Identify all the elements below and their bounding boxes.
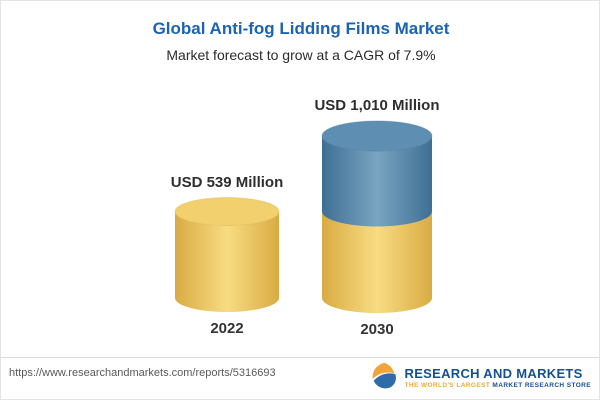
axis-label-2030: 2030: [360, 321, 394, 338]
cylinder-2022: [174, 197, 280, 312]
value-label-2022: USD 539 Million: [170, 173, 284, 191]
chart-title: Global Anti-fog Lidding Films Market: [152, 19, 450, 38]
cylinder-2030: [321, 120, 433, 313]
footer-divider: [1, 357, 599, 358]
chart-subtitle: Market forecast to grow at a CAGR of 7.9…: [166, 47, 436, 63]
value-label-2030: USD 1,010 Million: [314, 97, 440, 114]
logo-tagline-left: THE WORLD'S LARGEST: [404, 382, 491, 390]
logo-text-block: RESEARCH AND MARKETS THE WORLD'S LARGEST…: [404, 365, 592, 390]
research-and-markets-logo: RESEARCH AND MARKETS THE WORLD'S LARGEST…: [369, 361, 592, 396]
logo-tagline: THE WORLD'S LARGEST MARKET RESEARCH STOR…: [405, 381, 592, 390]
logo-mark-icon: [369, 361, 399, 396]
logo-tagline-right: MARKET RESEARCH STORE: [492, 382, 591, 390]
report-url: https://www.researchandmarkets.com/repor…: [9, 367, 276, 379]
logo-name: RESEARCH AND MARKETS: [404, 365, 583, 381]
axis-label-2022: 2022: [210, 320, 244, 337]
